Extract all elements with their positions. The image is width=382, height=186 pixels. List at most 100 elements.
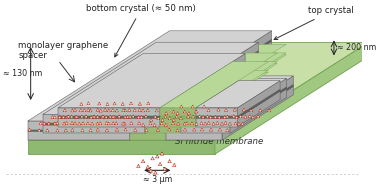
Circle shape <box>116 110 118 112</box>
Polygon shape <box>83 109 86 112</box>
Polygon shape <box>251 116 254 118</box>
Polygon shape <box>130 132 166 140</box>
Circle shape <box>138 166 139 167</box>
Polygon shape <box>73 108 76 111</box>
Polygon shape <box>142 123 145 126</box>
Polygon shape <box>78 122 81 125</box>
Polygon shape <box>222 76 293 129</box>
Polygon shape <box>190 122 194 125</box>
Polygon shape <box>28 121 130 129</box>
Polygon shape <box>168 159 172 163</box>
Circle shape <box>52 117 53 118</box>
Circle shape <box>184 123 185 125</box>
Circle shape <box>225 110 227 111</box>
Polygon shape <box>228 122 231 125</box>
Circle shape <box>80 110 82 111</box>
Polygon shape <box>93 115 96 118</box>
Polygon shape <box>183 128 186 131</box>
Circle shape <box>146 130 147 131</box>
Polygon shape <box>58 64 245 118</box>
Polygon shape <box>43 42 258 114</box>
Polygon shape <box>164 115 167 118</box>
Circle shape <box>191 123 193 125</box>
Polygon shape <box>62 115 65 118</box>
Polygon shape <box>65 121 68 124</box>
Circle shape <box>221 123 223 125</box>
Circle shape <box>114 103 115 105</box>
Polygon shape <box>28 43 368 140</box>
Polygon shape <box>209 128 212 131</box>
Polygon shape <box>141 159 145 163</box>
Polygon shape <box>145 63 277 125</box>
Polygon shape <box>160 70 268 116</box>
Text: Si nitride membrane: Si nitride membrane <box>175 137 263 146</box>
Polygon shape <box>183 122 186 125</box>
Polygon shape <box>58 54 245 108</box>
Polygon shape <box>130 53 286 129</box>
Polygon shape <box>28 128 31 131</box>
Circle shape <box>115 123 117 124</box>
Circle shape <box>152 158 154 160</box>
Polygon shape <box>181 78 287 114</box>
Circle shape <box>139 103 141 105</box>
Polygon shape <box>130 121 166 129</box>
Polygon shape <box>132 115 135 118</box>
Circle shape <box>71 110 73 112</box>
Polygon shape <box>37 129 41 132</box>
Polygon shape <box>226 115 229 118</box>
Circle shape <box>97 123 98 125</box>
Circle shape <box>106 123 107 124</box>
Polygon shape <box>129 115 132 118</box>
Circle shape <box>65 130 66 132</box>
Polygon shape <box>47 122 50 125</box>
Circle shape <box>165 113 167 114</box>
Circle shape <box>156 110 158 112</box>
Polygon shape <box>145 53 277 114</box>
Polygon shape <box>124 115 127 118</box>
Polygon shape <box>268 109 271 112</box>
Polygon shape <box>157 117 160 120</box>
Circle shape <box>91 123 93 125</box>
Circle shape <box>138 123 140 124</box>
Polygon shape <box>200 122 203 124</box>
Polygon shape <box>160 64 245 127</box>
Circle shape <box>105 117 107 118</box>
Polygon shape <box>160 62 268 108</box>
Polygon shape <box>74 115 78 118</box>
Circle shape <box>213 123 214 125</box>
Polygon shape <box>160 108 196 116</box>
Polygon shape <box>145 42 258 123</box>
Polygon shape <box>43 123 145 125</box>
Polygon shape <box>71 121 74 124</box>
Polygon shape <box>89 129 92 132</box>
Polygon shape <box>158 162 162 166</box>
Circle shape <box>165 116 166 118</box>
Circle shape <box>169 118 170 119</box>
Circle shape <box>130 103 132 105</box>
Polygon shape <box>67 115 70 118</box>
Circle shape <box>238 124 240 125</box>
Polygon shape <box>43 125 145 133</box>
Polygon shape <box>102 115 105 118</box>
Polygon shape <box>112 115 115 118</box>
Polygon shape <box>185 122 188 125</box>
Text: top crystal: top crystal <box>274 6 354 39</box>
Circle shape <box>44 123 45 125</box>
Polygon shape <box>70 115 73 118</box>
Polygon shape <box>155 109 159 112</box>
Polygon shape <box>172 110 175 113</box>
Circle shape <box>161 153 163 155</box>
Circle shape <box>173 111 174 113</box>
Circle shape <box>215 117 216 118</box>
Polygon shape <box>166 121 222 129</box>
Polygon shape <box>111 109 114 112</box>
Circle shape <box>47 130 48 132</box>
Polygon shape <box>176 129 179 132</box>
Polygon shape <box>43 51 258 123</box>
Polygon shape <box>75 115 78 118</box>
Polygon shape <box>242 108 245 111</box>
Polygon shape <box>28 39 272 129</box>
Circle shape <box>125 129 126 131</box>
Circle shape <box>162 119 163 121</box>
Polygon shape <box>153 123 156 126</box>
